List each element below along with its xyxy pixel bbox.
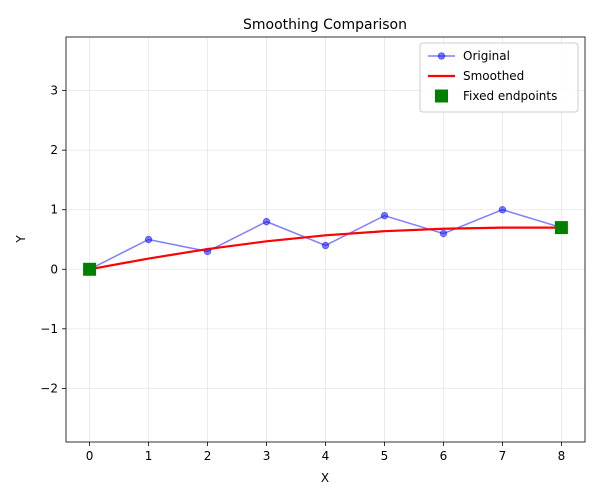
- x-tick-label: 4: [322, 449, 330, 463]
- fixed-endpoint-marker: [554, 221, 568, 235]
- y-tick-label: −1: [40, 322, 58, 336]
- legend-endpoint-marker: [435, 89, 448, 103]
- y-tick-label: 2: [50, 143, 58, 157]
- x-tick-label: 2: [204, 449, 212, 463]
- legend-label: Smoothed: [463, 69, 524, 83]
- original-point: [262, 217, 271, 226]
- x-tick-label: 0: [86, 449, 94, 463]
- y-tick-label: 3: [50, 84, 58, 98]
- y-tick-label: −2: [40, 381, 58, 395]
- original-point: [321, 241, 330, 250]
- original-point: [439, 229, 448, 238]
- axes: 0 1 2 3 4 5 6 7 8 −2 −1 0 1 2 3: [40, 36, 586, 463]
- legend: Original Smoothed Fixed endpoints: [419, 42, 579, 113]
- legend-label: Original: [463, 49, 510, 63]
- x-tick-label: 1: [145, 449, 153, 463]
- legend-box: [419, 42, 579, 113]
- y-tick-label: 1: [50, 203, 58, 217]
- chart-title: Smoothing Comparison: [243, 17, 407, 33]
- x-tick-label: 7: [499, 449, 507, 463]
- y-tick-label: 0: [50, 262, 58, 276]
- x-tick-label: 6: [440, 449, 448, 463]
- x-tick-label: 3: [263, 449, 271, 463]
- original-point: [498, 206, 507, 214]
- plot-series: [83, 206, 568, 276]
- legend-label: Fixed endpoints: [463, 89, 557, 103]
- x-axis-label: X: [321, 471, 329, 485]
- y-axis-label: Y: [14, 235, 28, 244]
- x-tick-label: 8: [558, 449, 566, 463]
- original-point: [144, 235, 153, 244]
- original-point: [380, 211, 389, 220]
- fixed-endpoint-marker: [83, 262, 97, 276]
- plot-area-frame: [65, 36, 586, 443]
- x-tick-label: 5: [381, 449, 389, 463]
- smoothed-series-line: [89, 226, 562, 271]
- legend-original-marker: [437, 52, 446, 60]
